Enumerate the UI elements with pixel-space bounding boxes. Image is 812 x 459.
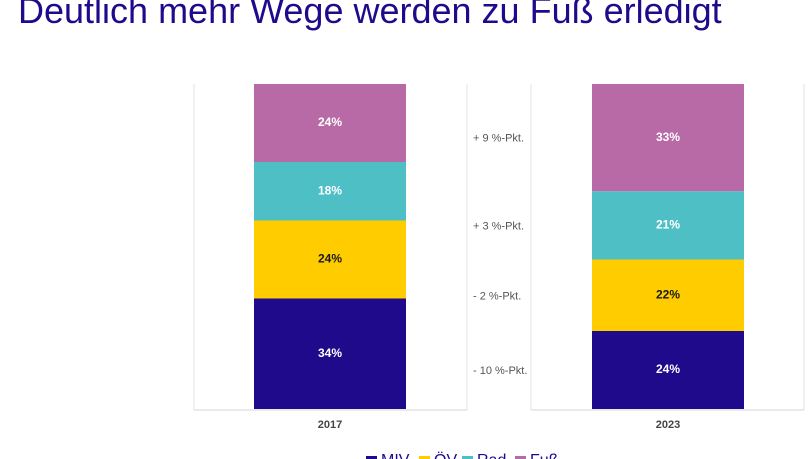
bar-segment-rad-2017 [254, 162, 406, 221]
data-label: 18% [318, 183, 342, 197]
data-label: 24% [318, 115, 342, 129]
legend-swatch [366, 456, 377, 459]
page-title: Deutlich mehr Wege werden zu Fuß erledig… [18, 0, 722, 31]
data-label: 24% [656, 362, 680, 376]
legend-entry: Rad [477, 452, 506, 459]
data-label: 22% [656, 287, 680, 301]
difference-label: + 3 %-Pkt. [473, 220, 524, 232]
bar-segment-miv-2023 [592, 331, 744, 409]
legend-swatch [515, 456, 526, 459]
bar-segment-miv-2017 [254, 298, 406, 409]
bar-segment-fuß-2023 [592, 84, 744, 192]
legend-swatch [462, 456, 473, 459]
difference-label: - 10 %-Pkt. [473, 365, 527, 377]
data-label: 24% [318, 252, 342, 266]
bar-segment-rad-2023 [592, 191, 744, 260]
data-label: 34% [318, 346, 342, 360]
legend-swatch [419, 456, 430, 459]
bar-segment-fuß-2017 [254, 84, 406, 162]
data-label: 21% [656, 218, 680, 232]
x-tick-label: 2023 [656, 419, 680, 431]
data-label: 33% [656, 130, 680, 144]
legend-entry: MIV [381, 452, 410, 459]
difference-label: - 2 %-Pkt. [473, 290, 521, 302]
x-tick-label: 2017 [318, 419, 342, 431]
bar-segment-öv-2017 [254, 220, 406, 299]
legend-entry: ÖV [434, 451, 457, 459]
legend-entry: Fuß [530, 452, 559, 459]
bar-segment-öv-2023 [592, 259, 744, 331]
difference-label: + 9 %-Pkt. [473, 133, 524, 145]
